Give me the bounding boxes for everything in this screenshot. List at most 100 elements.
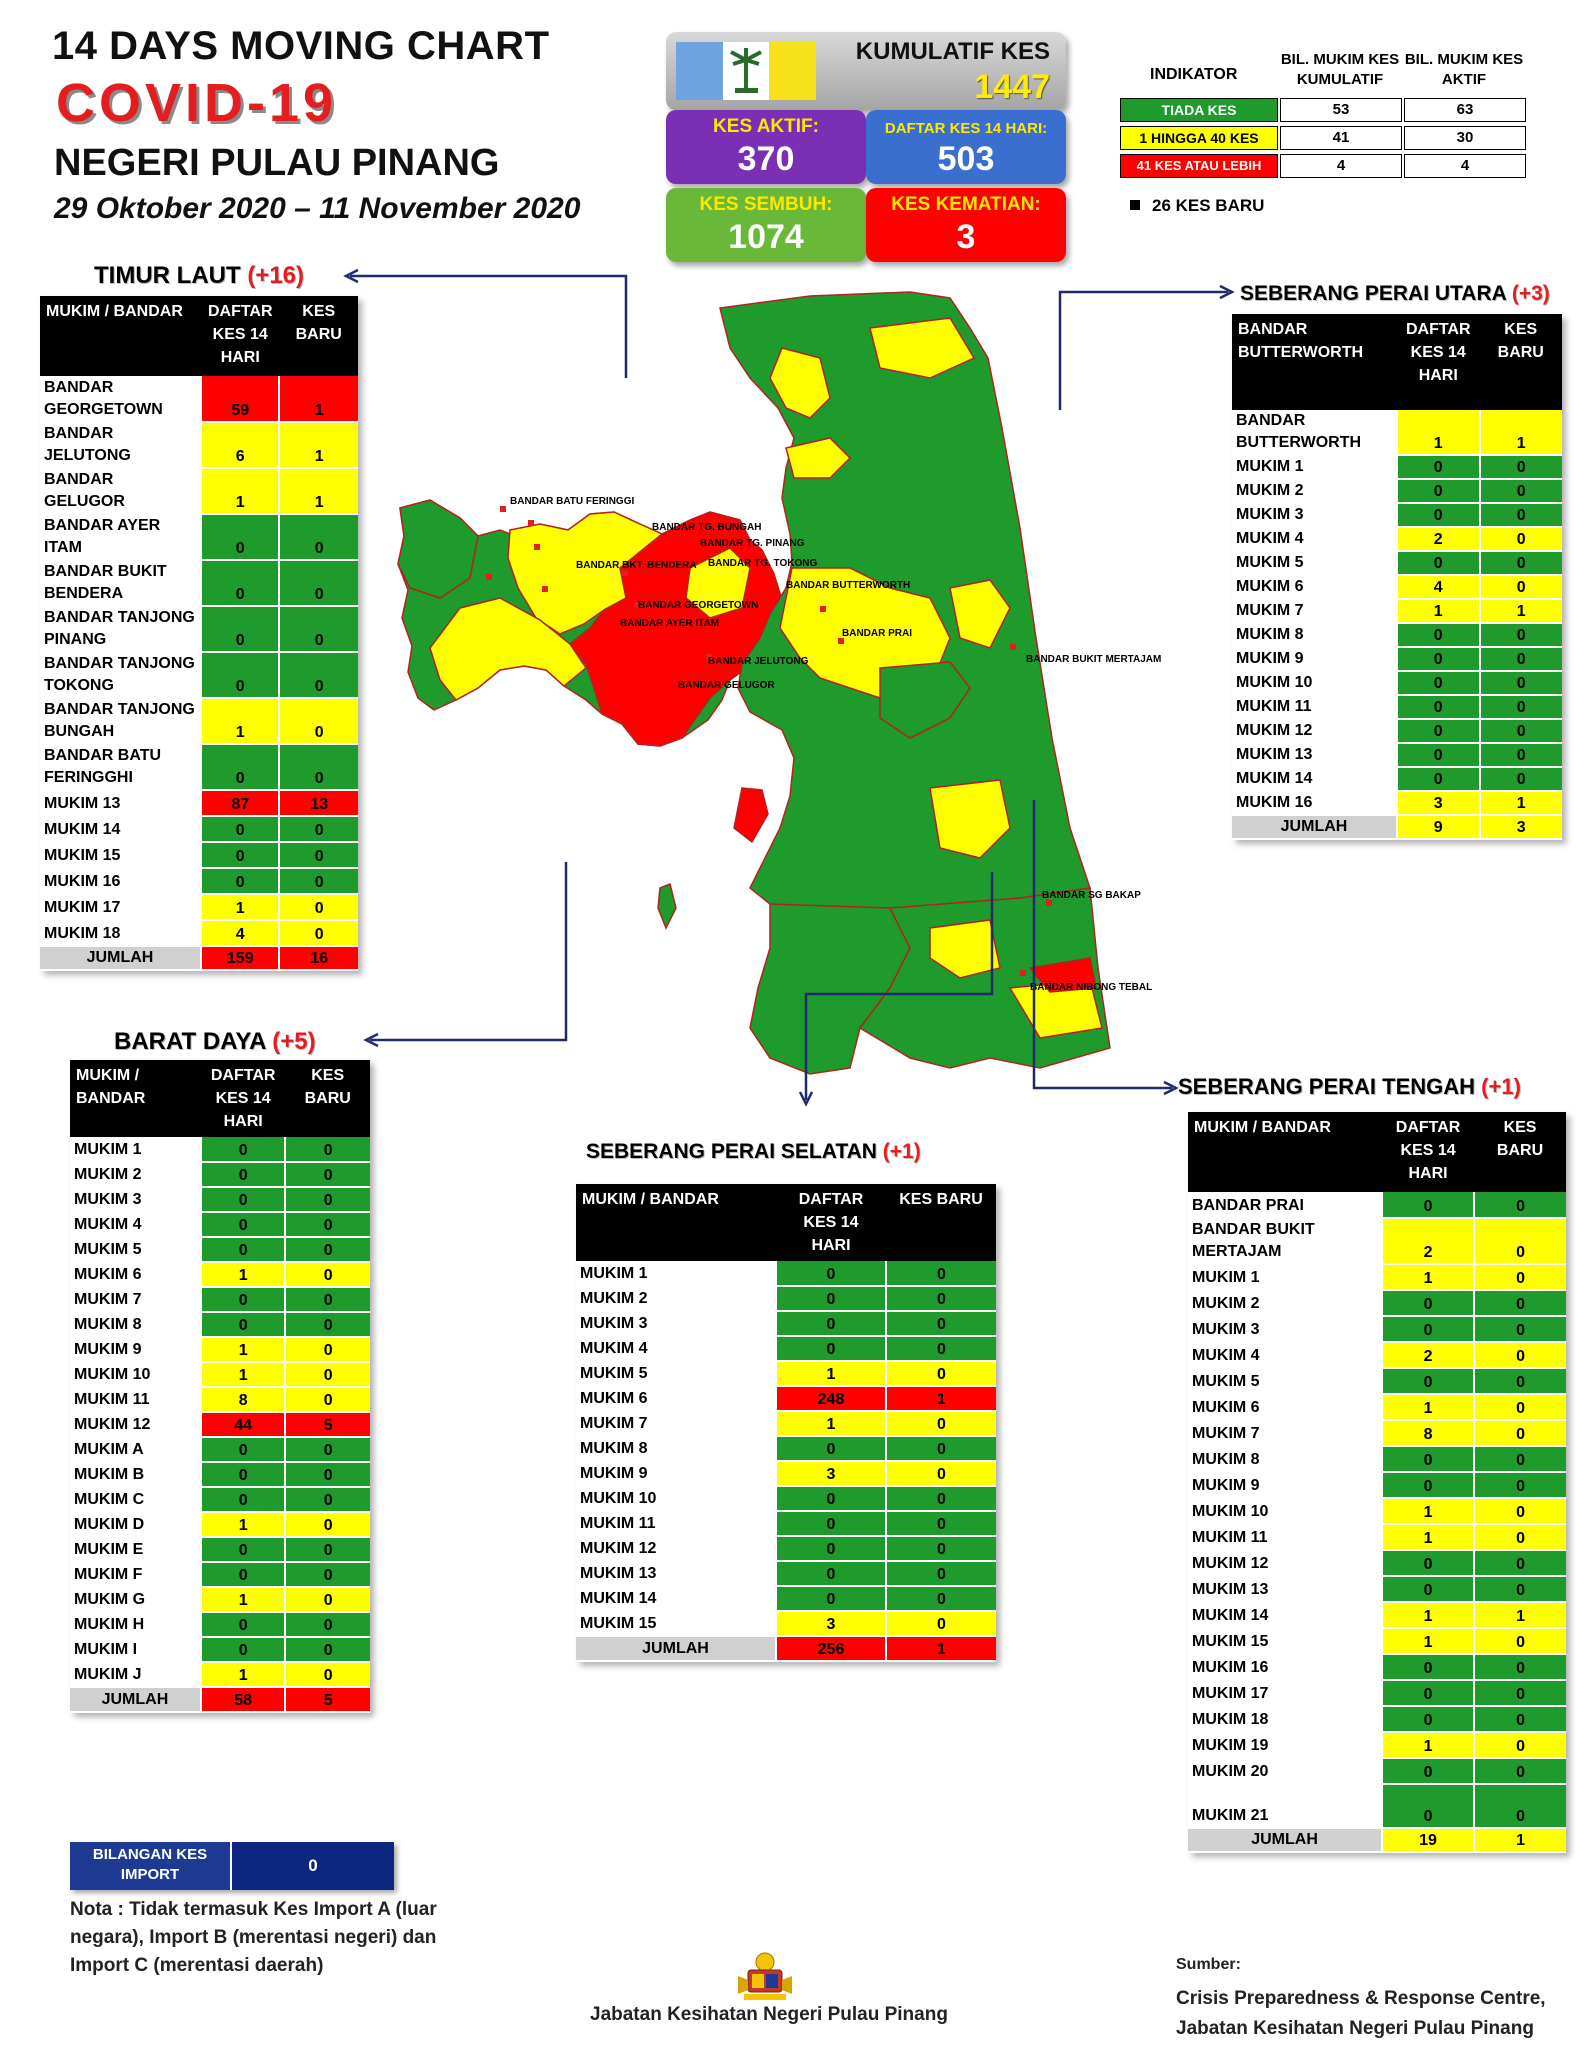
row-kes-baru-value: 0 — [885, 1261, 996, 1287]
new-case-marker-icon — [1130, 200, 1140, 210]
total-kes-baru: 1 — [1473, 1828, 1566, 1853]
table-row: BANDAR BATU FERINGGHI 0 0 — [40, 744, 358, 791]
row-kes-baru-value: 0 — [1473, 1218, 1566, 1265]
row-name: MUKIM H — [70, 1612, 201, 1638]
kes-aktif-label: KES AKTIF: — [713, 116, 819, 137]
row-kes-baru-value: 0 — [1473, 1394, 1566, 1421]
row-daftar-value: 0 — [1381, 1654, 1475, 1681]
daftar-kes-value: 503 — [937, 140, 995, 178]
row-kes-baru-value: 0 — [284, 1162, 370, 1188]
row-kes-baru-value: 0 — [1473, 1290, 1566, 1317]
row-kes-baru-value: 1 — [278, 468, 358, 515]
row-kes-baru-value: 0 — [284, 1437, 370, 1463]
row-name: MUKIM 6 — [1188, 1394, 1383, 1421]
table-row: MUKIM 17 0 0 — [1188, 1680, 1566, 1707]
row-name: MUKIM 5 — [70, 1237, 201, 1263]
sumber-line-2: Jabatan Kesihatan Negeri Pulau Pinang — [1176, 2018, 1534, 2039]
row-name: BANDAR TANJONG BUNGAH — [40, 698, 201, 745]
row-kes-baru-value: 0 — [278, 514, 358, 561]
row-kes-baru-value: 0 — [278, 868, 358, 895]
chart-title: 14 DAYS MOVING CHART — [52, 24, 550, 68]
row-kes-baru-value: 0 — [885, 1586, 996, 1612]
kes-sembuh-box: KES SEMBUH: 1074 — [666, 188, 866, 262]
row-daftar-value: 2 — [1396, 527, 1480, 552]
map-label-butterworth: BANDAR BUTTERWORTH — [786, 580, 910, 591]
table-row: MUKIM 14 0 0 — [40, 816, 358, 843]
row-daftar-value: 1 — [199, 698, 280, 745]
row-kes-baru-value: 1 — [1473, 1602, 1566, 1629]
total-daftar: 9 — [1396, 815, 1480, 840]
col-header-kes-baru: KES BARU — [886, 1184, 996, 1261]
row-name: MUKIM 15 — [576, 1611, 776, 1637]
row-kes-baru-value: 0 — [278, 606, 358, 653]
indicator-green-label: TIADA KES — [1120, 98, 1278, 122]
table-row: BANDAR TANJONG TOKONG 0 0 — [40, 652, 358, 699]
row-daftar-value: 0 — [1381, 1368, 1475, 1395]
kes-kematian-box: KES KEMATIAN: 3 — [866, 188, 1066, 262]
covid-title: COVID-19 — [56, 73, 338, 133]
row-daftar-value: 1 — [199, 894, 280, 921]
row-name: MUKIM 10 — [70, 1362, 201, 1388]
row-daftar-value: 0 — [775, 1311, 886, 1337]
row-daftar-value: 0 — [1381, 1758, 1475, 1785]
row-kes-baru-value: 0 — [1478, 503, 1562, 528]
row-kes-baru-value: 0 — [1478, 695, 1562, 720]
row-daftar-value: 0 — [1396, 695, 1480, 720]
row-name: MUKIM 13 — [40, 790, 201, 817]
row-kes-baru-value: 0 — [885, 1486, 996, 1512]
row-name: MUKIM 21 — [1188, 1784, 1383, 1829]
row-daftar-value: 1 — [1396, 599, 1480, 624]
table-row: MUKIM 10 0 0 — [1232, 671, 1562, 696]
row-kes-baru-value: 0 — [284, 1637, 370, 1663]
row-daftar-value: 8 — [199, 1387, 286, 1413]
import-box: BILANGAN KES IMPORT 0 — [70, 1842, 394, 1890]
row-name: MUKIM 15 — [40, 842, 201, 869]
row-daftar-value: 248 — [775, 1386, 886, 1412]
kumulatif-label: KUMULATIF KES — [855, 38, 1050, 65]
col-header-daftar: DAFTAR KES 14 HARI — [1397, 314, 1480, 410]
row-kes-baru-value: 0 — [1473, 1446, 1566, 1473]
import-note: Nota : Tidak termasuk Kes Import A (luar… — [70, 1899, 437, 1976]
total-label: JUMLAH — [1232, 815, 1397, 840]
table-row: MUKIM 15 1 0 — [1188, 1628, 1566, 1655]
table-row: MUKIM 10 1 0 — [1188, 1498, 1566, 1525]
row-daftar-value: 0 — [1381, 1192, 1475, 1219]
row-daftar-value: 0 — [775, 1261, 886, 1287]
daftar-kes-label: DAFTAR KES 14 HARI: — [884, 120, 1048, 137]
row-daftar-value: 0 — [199, 842, 280, 869]
row-kes-baru-value: 0 — [284, 1287, 370, 1313]
row-daftar-value: 0 — [1396, 671, 1480, 696]
row-daftar-value: 0 — [1381, 1680, 1475, 1707]
total-label: JUMLAH — [70, 1687, 201, 1713]
row-name: BANDAR BUKIT MERTAJAM — [1188, 1218, 1383, 1265]
table-row: MUKIM 20 0 0 — [1188, 1758, 1566, 1785]
col-header-daftar: DAFTAR KES 14 HARI — [776, 1184, 886, 1261]
barat-daya-title: BARAT DAYA (+5) — [114, 1028, 316, 1055]
row-daftar-value: 1 — [1381, 1732, 1475, 1759]
table-header-row: BANDAR BUTTERWORTH DAFTAR KES 14 HARI KES … — [1232, 314, 1562, 410]
row-daftar-value: 0 — [775, 1436, 886, 1462]
row-name: MUKIM 16 — [1232, 791, 1397, 816]
row-daftar-value: 0 — [199, 1612, 286, 1638]
row-daftar-value: 1 — [1381, 1628, 1475, 1655]
row-daftar-value: 0 — [775, 1486, 886, 1512]
row-kes-baru-value: 0 — [278, 744, 358, 791]
table-header-row: MUKIM / BANDAR DAFTAR KES 14 HARI KES BARU — [70, 1060, 370, 1137]
row-daftar-value: 0 — [199, 1187, 286, 1213]
row-name: MUKIM 1 — [1188, 1264, 1383, 1291]
row-daftar-value: 59 — [199, 376, 280, 423]
map-label-ayer-itam: BANDAR AYER ITAM — [620, 618, 719, 629]
